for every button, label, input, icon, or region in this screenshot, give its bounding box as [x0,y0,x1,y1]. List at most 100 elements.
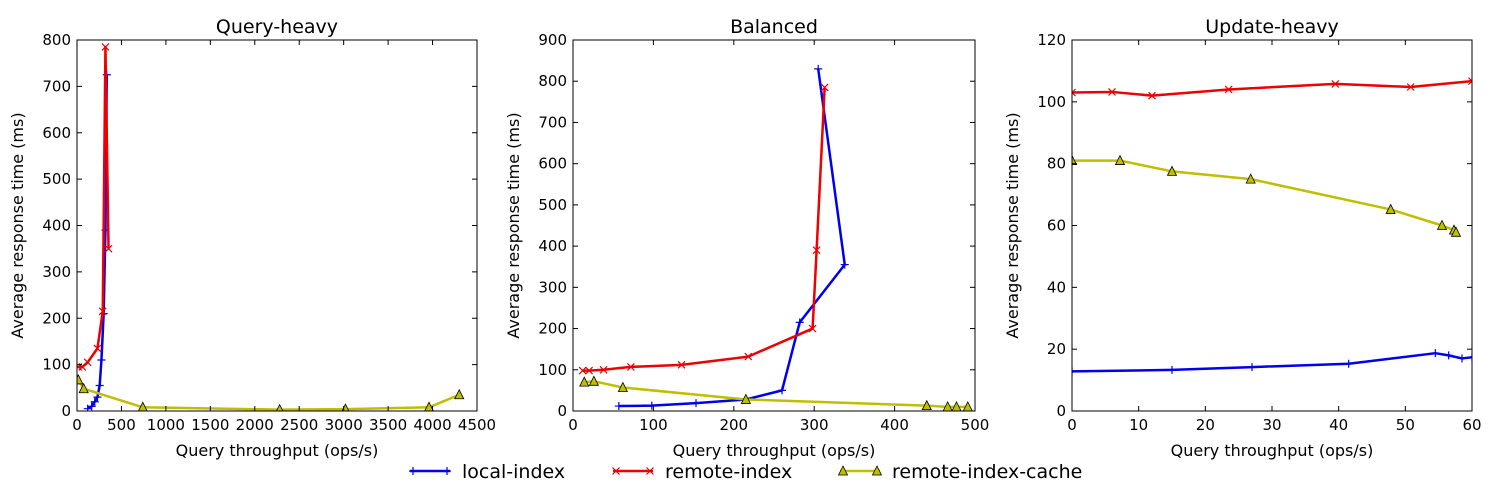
data-point-local-index-0 [1072,367,1076,376]
data-point-remote-index-cache-7 [1450,226,1462,237]
data-point-remote-index-cache-3 [740,393,752,404]
legend-marker [443,467,451,475]
legend-item-remote-index-cache: remote-index-cache [837,461,1082,483]
data-point-remote-index-cache-0 [77,374,84,385]
data-point-remote-index-cache-5 [1436,219,1448,230]
x-tick-label: 3000 [325,416,363,434]
y-tick-label: 200 [42,309,71,327]
y-tick-label: 100 [42,356,71,374]
x-tick-label: 40 [1329,416,1348,434]
data-point-local-index-0 [614,402,623,411]
legend-label: local-index [462,461,565,483]
y-tick-label: 300 [538,278,567,296]
x-tick-label: 0 [568,416,578,434]
data-point-remote-index-cache-0 [579,376,590,387]
chart-title: Query-heavy [216,16,338,38]
series-line-remote-index-cache [1072,159,1457,234]
data-point-local-index-2 [692,399,701,408]
series-group [578,64,973,411]
y-tick-label: 400 [538,237,567,255]
data-point-local-index-6 [840,260,849,269]
y-tick-label: 500 [538,196,567,214]
data-point-local-index-7 [1468,353,1472,362]
x-tick-label: 0 [72,416,82,434]
x-tick-label: 500 [961,416,990,434]
y-tick-label: 100 [1037,93,1066,111]
data-point-remote-index-6 [1468,77,1472,86]
data-point-remote-index-0 [1072,88,1076,97]
y-tick-label: 700 [538,113,567,131]
data-point-local-index-1 [87,402,96,411]
data-point-remote-index-cache-5 [424,401,434,411]
data-point-remote-index-2 [83,358,92,367]
data-point-remote-index-cache-2 [617,381,628,392]
data-point-remote-index-1 [585,366,594,375]
x-tick-label: 1500 [191,416,229,434]
x-tick-label: 4000 [413,416,451,434]
y-tick-label: 40 [1047,278,1066,296]
x-tick-label: 20 [1196,416,1215,434]
x-tick-label: 0 [1067,416,1077,434]
plot-frame [572,39,976,412]
data-point-remote-index-6 [104,244,113,253]
y-tick-label: 600 [42,124,71,142]
legend-item-local-index: local-index [409,461,565,483]
x-tick-label: 200 [719,416,748,434]
chart-title: Balanced [730,16,818,38]
x-tick-label: 1000 [147,416,185,434]
series-line-remote-index-cache [584,380,968,409]
series-group [1072,77,1472,376]
data-point-local-index-1 [1168,365,1176,374]
data-point-remote-index-cache-4 [1385,203,1396,214]
data-point-remote-index-cache-3 [276,403,284,411]
chart-title: Update-heavy [1205,16,1339,38]
data-point-local-index-6 [1458,354,1466,363]
data-point-remote-index-5 [744,352,753,361]
data-point-remote-index-4 [98,307,107,316]
data-point-remote-index-cache-6 [454,388,465,400]
data-point-local-index-2 [90,397,99,406]
legend-marker [646,467,654,475]
data-point-remote-index-cache-3 [1245,173,1256,184]
y-tick-label: 600 [538,155,567,173]
x-tick-label: 400 [880,416,909,434]
chart-panel-3: 0 10 20 30 40 50 60 0 20 40 60 80 100 120 Update-heavy… [1003,16,1482,460]
series-group [77,43,465,411]
data-point-local-index-4 [1431,349,1440,358]
x-tick-label: 30 [1262,416,1281,434]
x-tick-label: 500 [107,416,136,434]
data-point-local-index-1 [647,401,656,410]
y-tick-label: 100 [538,361,567,379]
y-tick-label: 900 [538,31,567,49]
data-point-local-index-3 [93,393,102,402]
data-point-remote-index-5 [1406,83,1415,91]
data-point-remote-index-cache-0 [1072,154,1078,165]
data-point-remote-index-cache-1 [78,382,89,394]
series-line-local-index [1072,351,1472,373]
y-axis-label: Average response time (ms) [8,112,27,338]
x-tick-label: 50 [1396,416,1415,434]
data-point-local-index-2 [1248,363,1256,372]
chart-panel-1: 0 500 1000 1500 2000 2500 3000 3500 4000 4500 0 100… [8,16,496,460]
x-axis-label: Query throughput (ops/s) [673,441,876,460]
x-axis-label: Query throughput (ops/s) [1171,441,1374,460]
y-tick-label: 800 [538,72,567,90]
x-tick-label: 100 [639,416,668,434]
data-point-remote-index-cache-1 [1114,154,1126,165]
data-point-remote-index-1 [1108,88,1116,96]
data-point-remote-index-3 [626,362,635,371]
data-point-remote-index-3 [93,344,102,353]
y-tick-label: 120 [1037,31,1066,49]
legend-item-remote-index: remote-index [612,461,792,483]
data-point-remote-index-7 [812,246,821,255]
legend-marker [612,467,620,475]
data-point-local-index-4 [778,386,787,395]
y-tick-label: 500 [42,170,71,188]
data-point-remote-index-4 [677,360,686,369]
y-tick-label: 0 [557,402,567,420]
plot-frame [76,39,478,412]
legend: local-index remote-index remote-index-cach… [409,461,1082,483]
data-point-remote-index-cache-1 [588,375,600,386]
